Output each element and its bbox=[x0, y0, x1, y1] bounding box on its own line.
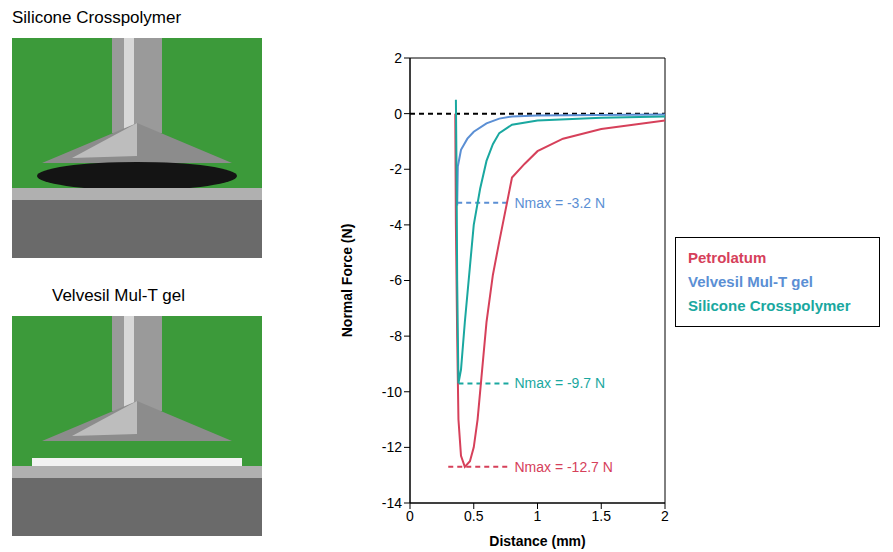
svg-text:Nmax = -3.2 N: Nmax = -3.2 N bbox=[514, 195, 605, 211]
svg-text:1.5: 1.5 bbox=[592, 508, 612, 524]
svg-text:-4: -4 bbox=[390, 217, 403, 233]
svg-text:2: 2 bbox=[394, 50, 402, 66]
svg-text:-10: -10 bbox=[382, 384, 402, 400]
svg-text:Normal Force (N): Normal Force (N) bbox=[339, 224, 355, 338]
svg-text:Nmax = -9.7 N: Nmax = -9.7 N bbox=[514, 375, 605, 391]
svg-text:0: 0 bbox=[394, 106, 402, 122]
html-text:Silicone Crosspolymer: Silicone Crosspolymer bbox=[12, 8, 182, 27]
html-text:Velvesil Mul-T gel: Velvesil Mul-T gel bbox=[688, 273, 813, 290]
svg-text:1: 1 bbox=[534, 508, 542, 524]
svg-text:Nmax = -12.7 N: Nmax = -12.7 N bbox=[514, 459, 612, 475]
svg-text:-6: -6 bbox=[390, 272, 403, 288]
html-text:Silicone Crosspolymer: Silicone Crosspolymer bbox=[688, 297, 851, 314]
svg-text:0.5: 0.5 bbox=[464, 508, 484, 524]
html-text:Petrolatum: Petrolatum bbox=[688, 249, 767, 266]
svg-text:-2: -2 bbox=[390, 161, 403, 177]
svg-text:Distance (mm): Distance (mm) bbox=[489, 533, 585, 549]
svg-text:0: 0 bbox=[406, 508, 414, 524]
svg-text:-14: -14 bbox=[382, 495, 402, 511]
svg-text:-8: -8 bbox=[390, 328, 403, 344]
svg-text:-12: -12 bbox=[382, 439, 402, 455]
html-text:Velvesil Mul-T gel: Velvesil Mul-T gel bbox=[52, 286, 185, 305]
svg-text:2: 2 bbox=[661, 508, 669, 524]
